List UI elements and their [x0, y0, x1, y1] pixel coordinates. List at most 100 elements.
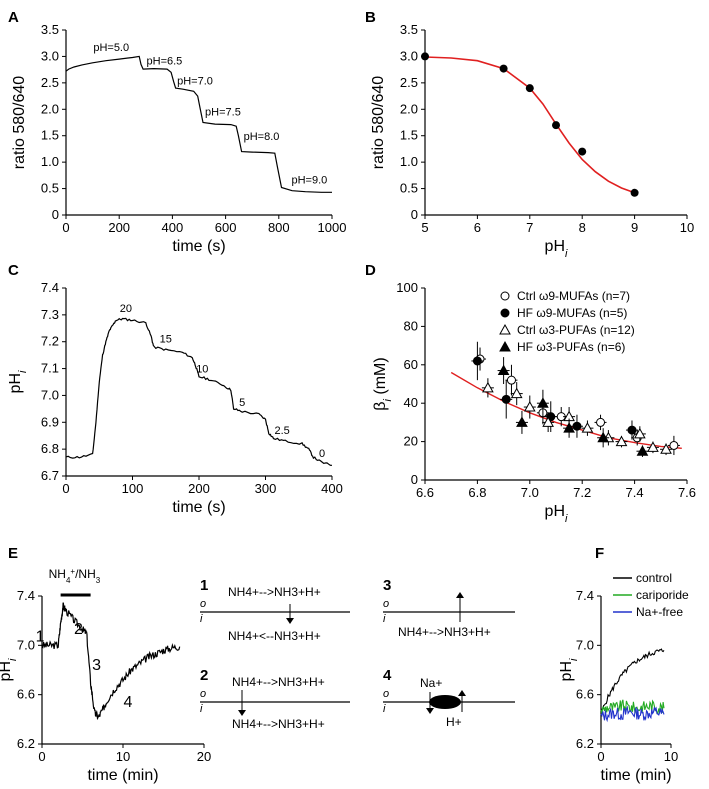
x-tick-label: 400 — [321, 481, 343, 496]
schematic-3-label: 3 — [383, 577, 391, 594]
phase-label: 1 — [36, 628, 45, 645]
y-tick-label: 3.5 — [41, 22, 59, 37]
data-point — [537, 397, 549, 408]
data-point — [669, 440, 679, 450]
trace-line-a — [65, 55, 332, 193]
x-tick-label: 7.2 — [573, 485, 591, 500]
y-tick-label: 7.0 — [17, 637, 35, 652]
x-axis-label: time (min) — [600, 767, 671, 784]
x-tick-label: 7.6 — [678, 485, 696, 500]
x-tick-label: 6 — [474, 220, 481, 235]
arrow-up-icon — [458, 690, 466, 696]
chart-d: 6.6 6.8 7.0 7.2 7.4 7.6 0 20 40 60 80 100 pHi βi (mM)… — [372, 280, 696, 525]
schematic-1-label: 1 — [200, 577, 208, 594]
data-point — [499, 340, 511, 352]
x-tick-label: 0 — [62, 220, 69, 235]
y-tick-label: 60 — [404, 357, 418, 372]
x-tick-label: 300 — [255, 481, 277, 496]
x-tick-label: 0 — [38, 749, 45, 764]
y-tick-label: 3.0 — [41, 48, 59, 63]
schematic-1-o: o — [200, 598, 206, 610]
data-point — [636, 445, 649, 456]
bar-label: NH4+/NH3 — [49, 567, 101, 585]
y-tick-label: 1.5 — [400, 128, 418, 143]
data-point — [516, 416, 528, 427]
x-tick-label: 800 — [268, 220, 290, 235]
y-tick-label: 1.0 — [400, 154, 418, 169]
arrow-down-icon — [286, 618, 294, 624]
y-tick-label: 0 — [411, 207, 418, 222]
y-tick-label: 3.0 — [400, 48, 418, 63]
x-tick-label: 0 — [597, 749, 604, 764]
y-tick-label: 1.5 — [41, 128, 59, 143]
x-tick-label: 0 — [62, 481, 69, 496]
data-point — [500, 291, 510, 301]
legend-entry: Ctrl ω9-MUFAs (n=7) — [517, 289, 630, 303]
ph-annotation: pH=7.0 — [177, 75, 213, 87]
y-tick-label: 7.3 — [41, 307, 59, 322]
data-point — [597, 431, 610, 443]
data-point — [506, 375, 516, 385]
x-tick-label: 7.0 — [521, 485, 539, 500]
panel-label-b: B — [365, 9, 376, 26]
x-tick-label: 9 — [631, 220, 638, 235]
trace-line-f-2 — [600, 705, 665, 723]
legend-entry: HF ω9-MUFAs (n=5) — [517, 306, 627, 320]
y-tick-label: 20 — [404, 434, 418, 449]
data-point — [500, 308, 510, 318]
data-point — [627, 425, 637, 435]
legend-entry: Ctrl ω3-PUFAs (n=12) — [517, 323, 635, 337]
panel-label-a: A — [8, 9, 19, 26]
schematic-3-bottom: NH4+-->NH3+H+ — [398, 625, 491, 639]
concentration-annotation: 0 — [319, 448, 325, 460]
chart-b: 5 6 7 8 9 10 0 0.5 1.0 1.5 2.0 2.5 3.0 3.5 pHi ratio 58… — [370, 22, 694, 260]
schematic-1-top: NH4+-->NH3+H+ — [228, 585, 321, 599]
chart-c: 0 100 200 300 4006.76.86.97.07.17.27.37.4tim… — [7, 280, 343, 516]
legend-entry: control — [636, 571, 672, 585]
data-point — [563, 422, 575, 433]
x-tick-label: 6.6 — [416, 485, 434, 500]
data-point — [499, 323, 511, 335]
y-tick-label: 2.5 — [400, 75, 418, 90]
schematic-4-o: o — [383, 688, 389, 700]
y-tick-label: 3.5 — [400, 22, 418, 37]
data-point — [596, 417, 606, 427]
y-axis-label: ratio 580/640 — [11, 76, 28, 170]
schematic-1-bottom: NH4+<--NH3+H+ — [228, 629, 321, 643]
data-point — [499, 64, 508, 73]
y-tick-label: 6.2 — [17, 736, 35, 751]
schematic-4-na: Na+ — [420, 676, 442, 690]
y-tick-label: 2.0 — [41, 101, 59, 116]
y-tick-label: 0 — [52, 207, 59, 222]
data-point — [581, 422, 594, 433]
concentration-annotation: 15 — [160, 334, 172, 346]
y-tick-label: 6.6 — [17, 687, 35, 702]
schematic-3-o: o — [383, 598, 389, 610]
trace-line-f-1 — [600, 699, 665, 715]
y-axis-label: ratio 580/640 — [370, 76, 387, 170]
y-tick-label: 100 — [396, 280, 418, 295]
x-tick-label: 7 — [526, 220, 533, 235]
y-tick-label: 0 — [411, 472, 418, 487]
schematic-3-i: i — [383, 613, 386, 625]
x-tick-label: 200 — [108, 220, 130, 235]
chart-f: 0 10 6.2 6.6 7.0 7.4 time (min) pHi control carip… — [558, 571, 689, 784]
ph-annotation: pH=7.5 — [205, 107, 241, 119]
chart-e: 0 10 20 6.2 6.6 7.0 7.4 time (min) pHi NH4+/NH3 1 2… — [0, 567, 211, 785]
legend-entry: Na+-free — [636, 605, 683, 619]
x-tick-label: 400 — [162, 220, 184, 235]
data-point — [497, 364, 510, 376]
y-tick-label: 6.6 — [576, 687, 594, 702]
schematic-1-i: i — [200, 613, 203, 625]
trace-line-f-0 — [600, 648, 665, 714]
y-axis-label: pHi — [7, 370, 29, 393]
data-point — [525, 84, 534, 93]
data-point — [523, 401, 536, 412]
ph-annotation: pH=9.0 — [291, 174, 327, 186]
data-point — [421, 52, 429, 61]
x-tick-label: 8 — [579, 220, 586, 235]
x-tick-label: 600 — [215, 220, 237, 235]
arrow-down-icon — [238, 710, 246, 716]
y-tick-label: 1.0 — [41, 154, 59, 169]
